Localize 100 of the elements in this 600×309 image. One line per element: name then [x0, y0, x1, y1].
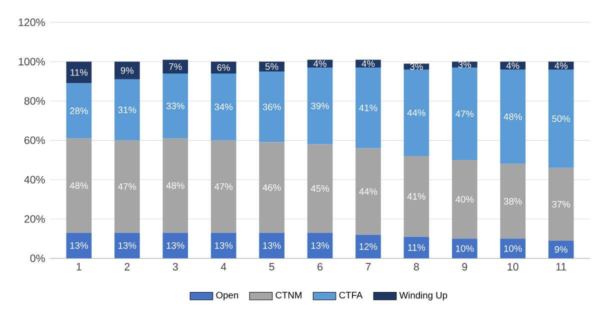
data-label: 40% — [456, 196, 474, 203]
data-label: 47% — [456, 110, 474, 118]
data-label: 47% — [214, 183, 233, 190]
legend-label: Winding Up — [399, 292, 448, 300]
bar — [114, 140, 140, 233]
bar — [356, 68, 381, 148]
y-tick-label: 100% — [18, 58, 45, 66]
bar — [210, 62, 236, 74]
data-label: 48% — [70, 182, 88, 189]
data-label: 44% — [359, 188, 378, 195]
data-label: 9% — [554, 246, 568, 253]
data-label: 6% — [217, 64, 230, 71]
data-label: 10% — [504, 245, 522, 252]
x-tick-label: 11 — [556, 263, 566, 270]
data-label: 33% — [166, 102, 184, 110]
data-label: 13% — [214, 242, 233, 249]
bar — [259, 71, 284, 142]
data-label: 5% — [265, 63, 278, 70]
legend-label: CTFA — [339, 292, 363, 298]
bar — [210, 232, 236, 258]
data-label: 48% — [504, 113, 522, 120]
data-label: 4% — [506, 62, 520, 69]
bar — [307, 144, 333, 233]
bar — [404, 70, 430, 156]
bar — [66, 138, 92, 233]
x-tick-label: 2 — [124, 263, 130, 270]
x-tick-label: 4 — [220, 263, 226, 270]
bar — [114, 232, 140, 258]
bar — [162, 73, 188, 138]
bar — [404, 236, 430, 258]
y-tick-label: 60% — [24, 136, 45, 144]
bar — [162, 138, 188, 233]
bar — [210, 140, 236, 233]
x-tick-label: 10 — [508, 263, 518, 271]
bar — [307, 68, 333, 144]
bar — [452, 68, 478, 160]
bar — [548, 240, 574, 258]
data-label: 46% — [262, 184, 281, 191]
data-label: 13% — [118, 242, 136, 249]
data-label: 34% — [214, 104, 233, 110]
bar — [500, 70, 526, 164]
data-label: 13% — [166, 242, 184, 249]
data-label: 13% — [70, 242, 88, 249]
data-label: 4% — [554, 62, 568, 69]
data-label: 44% — [407, 110, 426, 116]
bar — [66, 232, 92, 258]
data-label: 36% — [262, 104, 281, 110]
x-tick-label: 8 — [414, 263, 419, 271]
x-tick-label: 1 — [76, 263, 82, 270]
data-label: 13% — [263, 242, 281, 249]
legend-label: CTNM — [276, 292, 302, 298]
y-tick-label: 120% — [18, 18, 45, 26]
y-tick-label: 80% — [24, 97, 45, 105]
x-tick-label: 7 — [366, 263, 371, 270]
data-label: 38% — [504, 198, 522, 205]
x-tick-label: 3 — [172, 263, 178, 271]
data-label: 11% — [408, 244, 426, 251]
bar — [356, 234, 381, 258]
bar — [356, 148, 381, 235]
bar — [114, 79, 140, 140]
bar — [66, 83, 92, 138]
data-label: 41% — [359, 104, 378, 112]
bar — [162, 60, 188, 74]
x-tick-label: 6 — [318, 263, 322, 271]
bar — [114, 62, 140, 80]
y-tick-label: 20% — [24, 215, 45, 223]
bar — [259, 232, 284, 258]
y-tick-label: 40% — [24, 176, 45, 184]
data-label: 3% — [458, 61, 472, 68]
bar — [452, 160, 478, 239]
data-label: 45% — [310, 185, 330, 192]
data-label: 9% — [120, 67, 134, 74]
bar — [259, 62, 284, 72]
data-label: 28% — [70, 108, 88, 114]
bar — [500, 164, 526, 239]
bar — [66, 62, 92, 84]
data-label: 3% — [410, 63, 423, 70]
x-tick-label: 5 — [269, 263, 274, 270]
data-label: 7% — [169, 63, 182, 70]
data-label: 48% — [166, 182, 184, 189]
data-label: 50% — [552, 115, 570, 122]
data-label: 11% — [70, 69, 88, 76]
data-label: 39% — [311, 102, 330, 110]
bar — [548, 70, 574, 168]
data-label: 12% — [360, 243, 378, 250]
data-label: 47% — [118, 183, 136, 190]
data-label: 13% — [311, 242, 330, 249]
data-label: 31% — [118, 106, 136, 114]
bar — [404, 156, 430, 237]
bar — [452, 238, 478, 258]
bar — [259, 142, 284, 233]
data-label: 10% — [456, 245, 474, 252]
bar — [162, 232, 188, 258]
bar — [548, 168, 574, 241]
x-tick-label: 9 — [462, 263, 468, 271]
data-label: 4% — [313, 60, 326, 67]
bar — [210, 73, 236, 140]
legend-label: Open — [216, 292, 238, 300]
data-label: 37% — [552, 200, 570, 208]
y-tick-label: 0% — [30, 254, 45, 262]
